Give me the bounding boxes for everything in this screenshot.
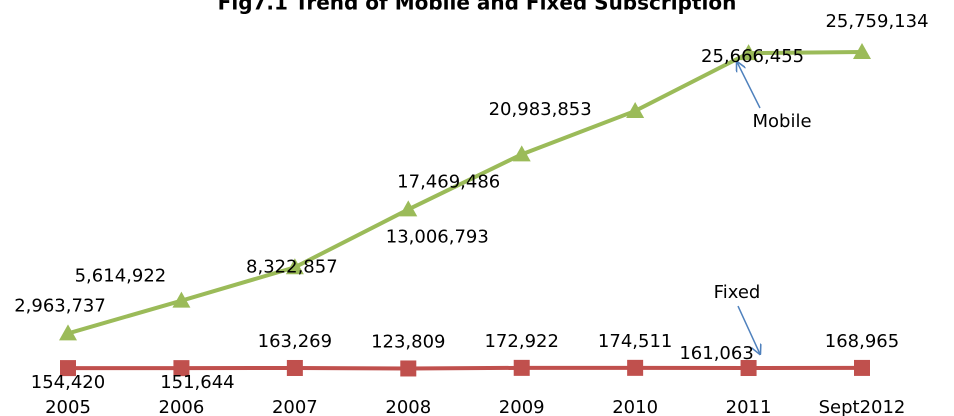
marker <box>512 145 531 162</box>
data-label: 17,469,486 <box>397 171 500 192</box>
data-label: 2,963,737 <box>14 295 106 316</box>
marker <box>739 44 758 61</box>
data-label: 25,759,134 <box>825 11 928 32</box>
data-label: 20,983,853 <box>489 99 592 120</box>
x-tick-label: 2005 <box>45 397 91 416</box>
data-label: 123,809 <box>371 331 445 352</box>
data-label: 8,322,857 <box>246 256 338 277</box>
data-label: 174,511 <box>598 331 672 352</box>
series-line <box>67 365 863 371</box>
marker <box>60 360 76 377</box>
x-tick-label: 2006 <box>159 397 205 416</box>
data-label: 168,965 <box>825 331 899 352</box>
chart-title: Fig7.1 Trend of Mobile and Fixed Subscri… <box>218 0 737 15</box>
annotation-arrow <box>737 62 761 109</box>
data-label: 154,420 <box>31 372 105 393</box>
data-label: 25,666,455 <box>701 46 804 67</box>
data-label: 151,644 <box>160 372 234 393</box>
series-line <box>67 50 863 336</box>
marker <box>626 101 645 118</box>
marker <box>399 200 418 217</box>
marker <box>740 360 757 377</box>
data-label: 172,922 <box>484 331 558 352</box>
data-label: 13,006,793 <box>386 226 489 247</box>
marker <box>59 324 77 341</box>
marker <box>173 360 190 377</box>
x-tick-label: Sept2012 <box>819 397 906 416</box>
data-label: 161,063 <box>679 343 753 364</box>
x-tick-label: 2009 <box>499 397 545 416</box>
marker <box>285 258 304 275</box>
data-label: 5,614,922 <box>75 266 167 287</box>
marker <box>853 43 871 59</box>
marker <box>513 359 530 376</box>
x-tick-label: 2010 <box>612 397 658 416</box>
x-tick-label: 2011 <box>726 397 772 416</box>
x-tick-label: 2008 <box>385 397 431 416</box>
marker <box>172 291 191 308</box>
marker <box>286 359 303 376</box>
data-label: 163,269 <box>258 331 332 352</box>
marker <box>400 360 417 377</box>
marker <box>627 359 644 376</box>
annotation-arrow <box>737 305 760 354</box>
marker <box>854 359 870 376</box>
annotation: Fixed <box>714 282 761 303</box>
x-tick-label: 2007 <box>272 397 318 416</box>
annotation: Mobile <box>752 111 811 132</box>
